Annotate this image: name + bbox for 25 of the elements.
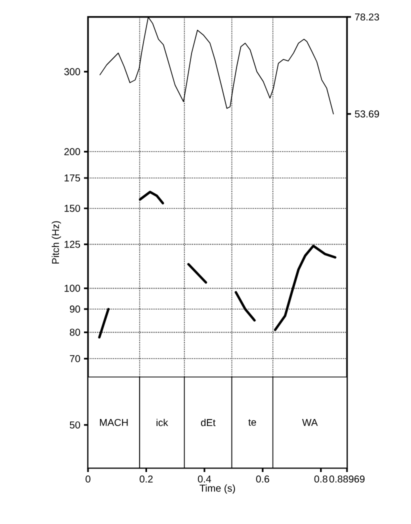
x-tick-label: 0.6 — [256, 476, 270, 483]
x-tick-label: 0 — [86, 476, 90, 483]
band-label: MACH — [100, 418, 128, 426]
y-axis-title: Pitch (Hz) — [52, 221, 62, 264]
x-tick-label: 0.2 — [140, 476, 153, 483]
x-axis-title: Time (s) — [200, 484, 235, 494]
y-tick-label: 125 — [64, 240, 80, 248]
y-tick-label: 90 — [70, 306, 80, 313]
band-label: te — [248, 419, 256, 426]
y-tick-label: 50 — [70, 421, 80, 428]
x-tick-label: 0.4 — [198, 476, 212, 483]
band-label: WA — [302, 419, 318, 426]
y-tick-label: 300 — [64, 68, 80, 76]
y-tick-label: 80 — [70, 328, 80, 336]
band-label: ick — [156, 418, 168, 426]
y2-tick-label: 53.69 — [354, 110, 379, 118]
x-tick-label: 0.88969 — [329, 476, 365, 483]
x-tick-label: 0.8 — [314, 476, 328, 483]
band-label: dEt — [201, 418, 216, 426]
y-tick-label: 175 — [64, 174, 80, 182]
y-tick-label: 100 — [64, 284, 80, 292]
y-tick-label: 200 — [64, 148, 80, 156]
y-tick-label: 150 — [64, 204, 80, 212]
y-tick-label: 70 — [70, 355, 80, 362]
y2-tick-label: 78.23 — [355, 13, 380, 21]
